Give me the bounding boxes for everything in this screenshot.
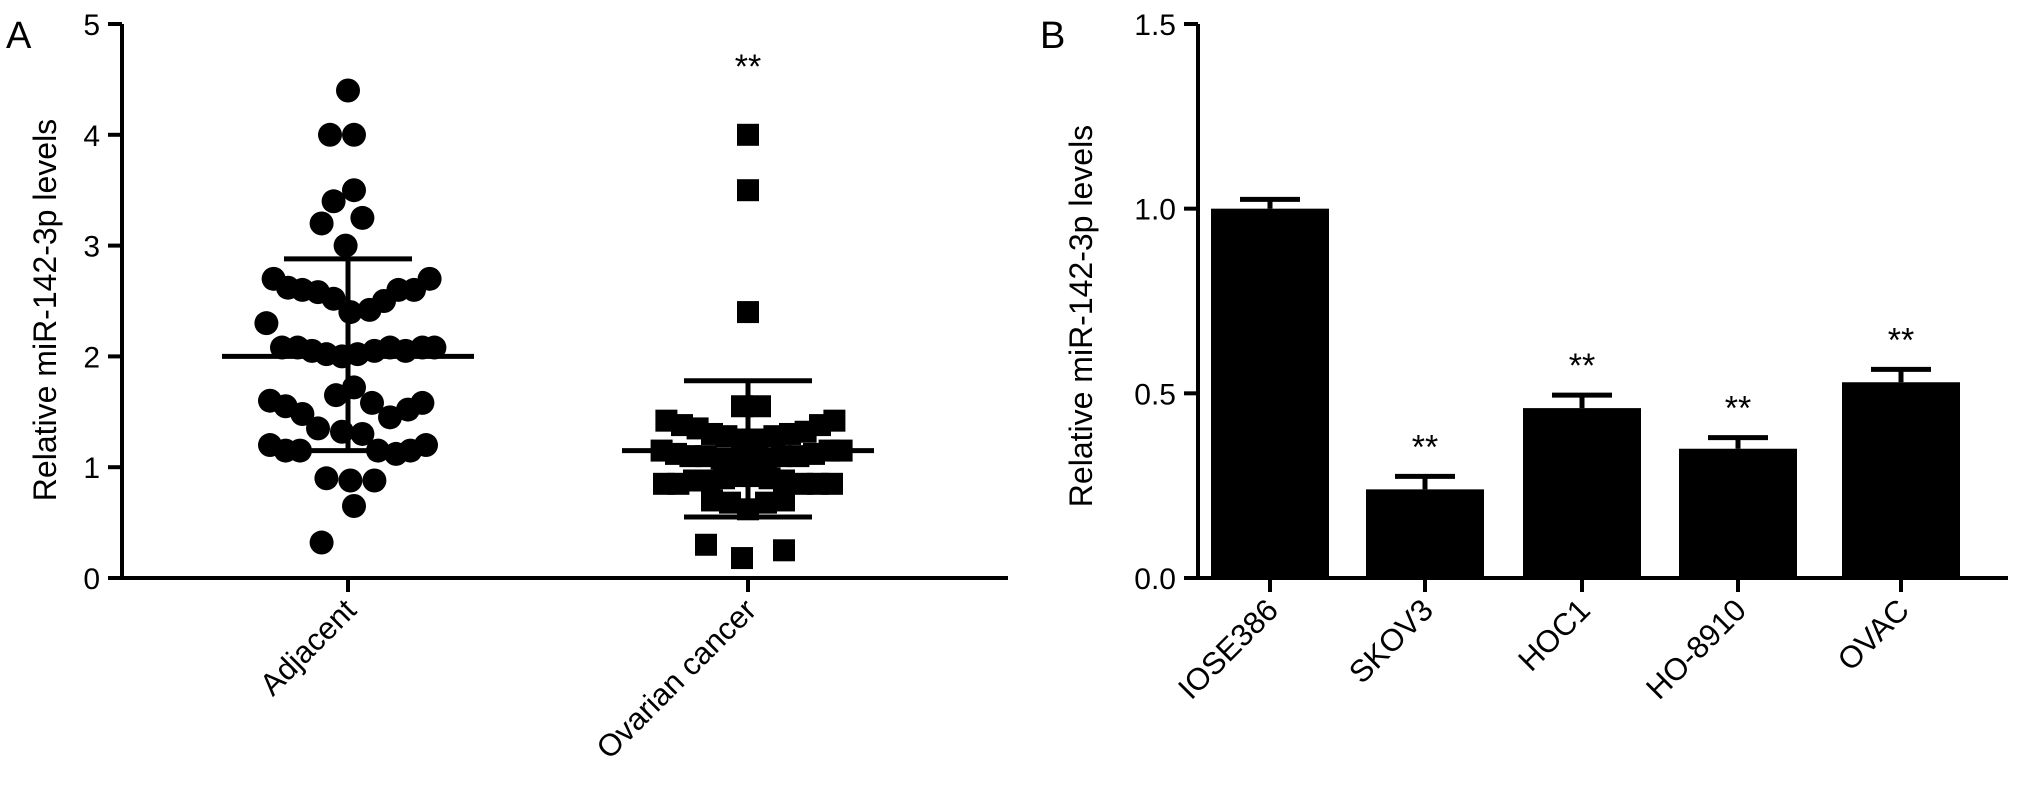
panel-a-y-tick-label: 4 (83, 120, 100, 153)
panel-a-y-tick-label: 0 (83, 563, 100, 596)
adjacent-data-point (290, 402, 315, 427)
adjacent-data-point (422, 335, 447, 360)
adjacent-data-point (342, 178, 366, 203)
chart-panel-a: A Relative miR-142-3p levels 0 1 2 3 4 5 Adja… (6, 9, 1008, 766)
panel-b-significance-marker: ** (1569, 347, 1595, 385)
ovarian-cancer-data-point (821, 472, 843, 495)
adjacent-data-point (309, 211, 334, 236)
adjacent-data-point (417, 266, 442, 291)
ovarian-cancer-data-point (773, 489, 795, 512)
panel-a-significance-marker: ** (735, 48, 761, 86)
adjacent-data-point (360, 390, 384, 415)
ovarian-cancer-data-point (731, 547, 753, 570)
adjacent-data-point (336, 78, 360, 103)
ovarian-cancer-data-point (695, 533, 717, 556)
ovarian-cancer-data-point (755, 491, 777, 514)
panel-b-category-label: HOC1 (1511, 592, 1597, 678)
panel-b-bar (1679, 448, 1797, 578)
panel-a-axes (120, 24, 1008, 580)
adjacent-data-point (410, 390, 435, 415)
panel-b-y-ticks: 0.0 0.5 1.0 1.5 (1134, 9, 1198, 596)
chart-panel-b: B Relative miR-142-3p levels 0.0 0.5 1.0 1.… (1040, 9, 2008, 706)
panel-b-y-tick-label: 1.5 (1134, 9, 1176, 42)
adjacent-data-point (309, 530, 334, 555)
panel-a-summary-bars (222, 256, 874, 520)
panel-b-y-tick-label: 0.0 (1134, 563, 1176, 596)
panel-b-category-label: HO-8910 (1639, 592, 1753, 706)
adjacent-data-point (342, 122, 366, 147)
ovarian-cancer-data-point (737, 301, 759, 324)
panel-b-significance-marker: ** (1412, 428, 1438, 466)
ovarian-cancer-data-point (749, 395, 771, 418)
panel-b-significance-marker: ** (1888, 321, 1914, 359)
panel-b-y-tick-label: 1.0 (1134, 194, 1176, 227)
panel-a-x-ticks: Adjacent Ovarian cancer (253, 578, 763, 766)
panel-b-label: B (1040, 15, 1065, 57)
panel-b-significance: ** ** ** ** (1412, 321, 1914, 466)
ovarian-cancer-data-point (773, 539, 795, 562)
panel-a-y-axis-label: Relative miR-142-3p levels (27, 119, 63, 501)
adjacent-data-point (321, 286, 346, 311)
panel-b-bar (1523, 408, 1641, 578)
panel-a-y-ticks: 0 1 2 3 4 5 (83, 9, 122, 596)
panel-a-y-tick-label: 5 (83, 9, 100, 42)
adjacent-data-point (362, 468, 387, 493)
adjacent-data-point (306, 416, 330, 441)
adjacent-data-point (338, 468, 363, 493)
adjacent-data-point (314, 466, 339, 491)
panel-b-y-axis-label: Relative miR-142-3p levels (1063, 125, 1099, 507)
panel-b-bars (1211, 196, 1960, 578)
panel-a-points (254, 78, 853, 570)
ovarian-cancer-data-point (746, 428, 769, 451)
panel-b-significance-marker: ** (1725, 390, 1751, 428)
panel-a-y-tick-label: 1 (83, 452, 100, 485)
ovarian-cancer-data-point (823, 409, 846, 432)
panel-b-category-label: OVAC (1831, 592, 1916, 677)
adjacent-data-point (254, 311, 279, 336)
panel-b-bar (1211, 208, 1329, 578)
panel-a-category-label: Adjacent (253, 592, 363, 702)
panel-b-bar (1366, 489, 1484, 578)
adjacent-data-point (350, 421, 375, 446)
ovarian-cancer-data-point (737, 123, 759, 146)
adjacent-data-point (414, 433, 438, 458)
adjacent-data-point (342, 493, 366, 518)
adjacent-data-point (378, 405, 402, 430)
ovarian-cancer-data-point (773, 469, 795, 492)
panel-b-x-ticks: IOSE386 SKOV3 HOC1 HO-8910 OVAC (1171, 578, 1916, 706)
adjacent-data-point (350, 205, 375, 230)
adjacent-data-point (318, 122, 342, 147)
panel-a-label: A (6, 15, 32, 57)
adjacent-data-point (321, 189, 346, 214)
panel-a-category-label: Ovarian cancer (590, 592, 763, 765)
panel-b-bar (1842, 382, 1960, 578)
panel-a-y-tick-label: 3 (83, 231, 100, 264)
panel-b-y-tick-label: 0.5 (1134, 378, 1176, 411)
ovarian-cancer-data-point (719, 491, 741, 514)
panel-a-significance: ** (735, 48, 761, 86)
adjacent-data-point (324, 383, 348, 408)
ovarian-cancer-data-point (737, 179, 759, 202)
adjacent-data-point (333, 233, 358, 258)
ovarian-cancer-data-point (701, 489, 723, 512)
panel-b-category-label: SKOV3 (1342, 592, 1440, 690)
panel-b-category-label: IOSE386 (1171, 592, 1285, 706)
panel-a-y-tick-label: 2 (83, 341, 100, 374)
